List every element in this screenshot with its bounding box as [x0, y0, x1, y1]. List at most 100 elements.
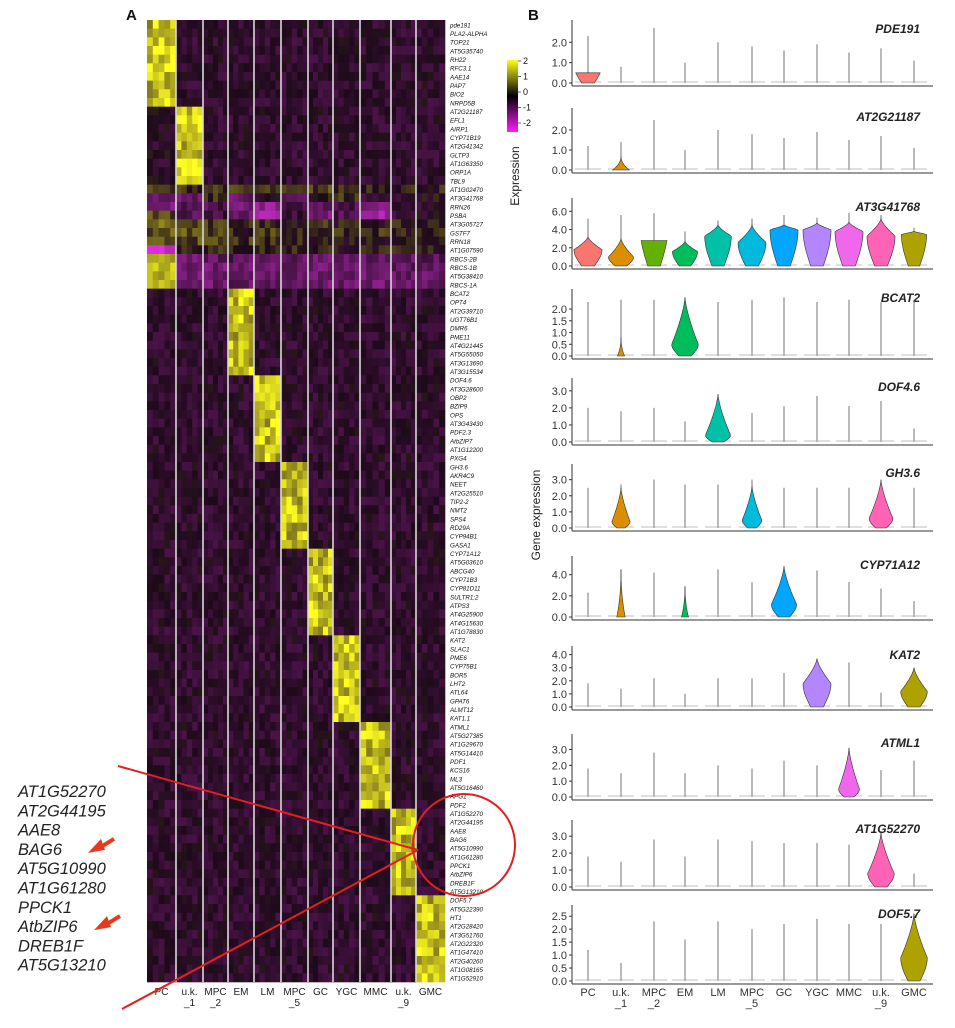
heatmap-cell — [176, 730, 182, 740]
heatmap-cell — [218, 540, 224, 549]
heatmap-cell — [197, 652, 204, 662]
heatmap-cell — [366, 462, 373, 471]
heatmap-cell — [372, 687, 379, 697]
heatmap-cell — [366, 210, 373, 220]
heatmap-cell — [228, 219, 234, 229]
heatmap-cell — [164, 592, 171, 601]
heatmap-cell — [439, 522, 446, 532]
heatmap-cell — [401, 774, 407, 783]
heatmap-cell — [333, 609, 339, 619]
heatmap-cell — [158, 124, 165, 133]
heatmap-cell — [254, 748, 260, 757]
heatmap-cell — [354, 384, 361, 393]
heatmap-cell — [333, 262, 339, 272]
heatmap-cell — [366, 358, 373, 367]
heatmap-cell — [238, 704, 244, 714]
heatmap-cell — [366, 401, 373, 411]
heatmap-cell — [208, 366, 214, 376]
heatmap-cell — [281, 210, 287, 220]
heatmap-cell — [264, 462, 271, 471]
heatmap-cell — [297, 271, 303, 281]
heatmap-cell — [354, 228, 361, 237]
heatmap-cell — [164, 358, 171, 367]
heatmap-cell — [396, 730, 402, 740]
heatmap-cell — [228, 288, 234, 298]
heatmap-cell — [391, 46, 397, 55]
heatmap-cell — [291, 722, 298, 731]
heatmap-cell — [396, 37, 402, 47]
heatmap-cell — [384, 652, 392, 662]
heatmap-cell — [264, 314, 271, 324]
heatmap-cell — [254, 245, 260, 255]
heatmap-cell — [192, 540, 198, 549]
heatmap-cell — [270, 791, 276, 801]
heatmap-cell — [275, 782, 282, 792]
heatmap-cell — [302, 488, 309, 497]
heatmap-cell — [243, 782, 250, 792]
heatmap-cell — [164, 80, 171, 90]
heatmap-cell — [176, 548, 182, 558]
heatmap-cell — [297, 704, 303, 714]
heatmap-cell — [302, 548, 309, 558]
heatmap-cell — [302, 314, 309, 324]
heatmap-cell — [372, 297, 379, 307]
heatmap-cell — [343, 574, 350, 584]
heatmap-cell — [233, 479, 239, 489]
heatmap-cell — [228, 245, 234, 255]
heatmap-cell — [421, 184, 428, 194]
heatmap-cell — [372, 609, 379, 619]
heatmap-cell — [286, 557, 293, 567]
heatmap-cell — [343, 72, 350, 81]
heatmap-cell — [228, 115, 234, 125]
heatmap-cell — [433, 219, 440, 229]
heatmap-cell — [384, 661, 392, 671]
heatmap-cell — [186, 340, 193, 350]
heatmap-cell — [333, 54, 339, 64]
heatmap-cell — [270, 236, 276, 246]
heatmap-cell — [302, 678, 309, 688]
heatmap-cell — [302, 332, 309, 341]
heatmap-cell — [354, 800, 361, 809]
heatmap-cell — [391, 401, 397, 411]
heatmap-cell — [208, 774, 214, 783]
heatmap-cell — [354, 288, 361, 298]
heatmap-cell — [197, 557, 204, 567]
heatmap-cell — [164, 366, 171, 376]
heatmap-cell — [427, 618, 434, 627]
heatmap-cell — [158, 522, 165, 532]
heatmap-cell — [152, 566, 159, 575]
heatmap-cell — [192, 193, 198, 203]
heatmap-cell — [406, 453, 412, 463]
heatmap-cell — [318, 635, 324, 645]
heatmap-cell — [384, 167, 392, 177]
heatmap-cell — [248, 427, 255, 437]
heatmap-cell — [270, 401, 276, 411]
heatmap-cell — [433, 661, 440, 671]
heatmap-cell — [360, 80, 367, 90]
heatmap-cell — [275, 132, 282, 142]
heatmap-cell — [176, 176, 182, 185]
heatmap-cell — [349, 600, 355, 610]
heatmap-cell — [318, 722, 324, 731]
heatmap-cell — [218, 254, 224, 263]
heatmap-cell — [243, 37, 250, 47]
heatmap-cell — [286, 470, 293, 480]
heatmap-cell — [433, 158, 440, 168]
heatmap-cell — [406, 765, 412, 775]
heatmap-cell — [372, 739, 379, 749]
heatmap-cell — [176, 124, 182, 133]
heatmap-cell — [302, 210, 309, 220]
heatmap-cell — [401, 184, 407, 194]
heatmap-cell — [406, 193, 412, 203]
heatmap-cell — [406, 323, 412, 333]
heatmap-cell — [291, 20, 298, 29]
heatmap-cell — [349, 739, 355, 749]
heatmap-cell — [328, 262, 334, 272]
heatmap-cell — [248, 176, 255, 185]
heatmap-cell — [176, 756, 182, 766]
heatmap-cell — [343, 626, 350, 636]
heatmap-cell — [416, 176, 423, 185]
heatmap-cell — [197, 748, 204, 757]
heatmap-cell — [281, 358, 287, 367]
heatmap-cell — [313, 748, 319, 757]
